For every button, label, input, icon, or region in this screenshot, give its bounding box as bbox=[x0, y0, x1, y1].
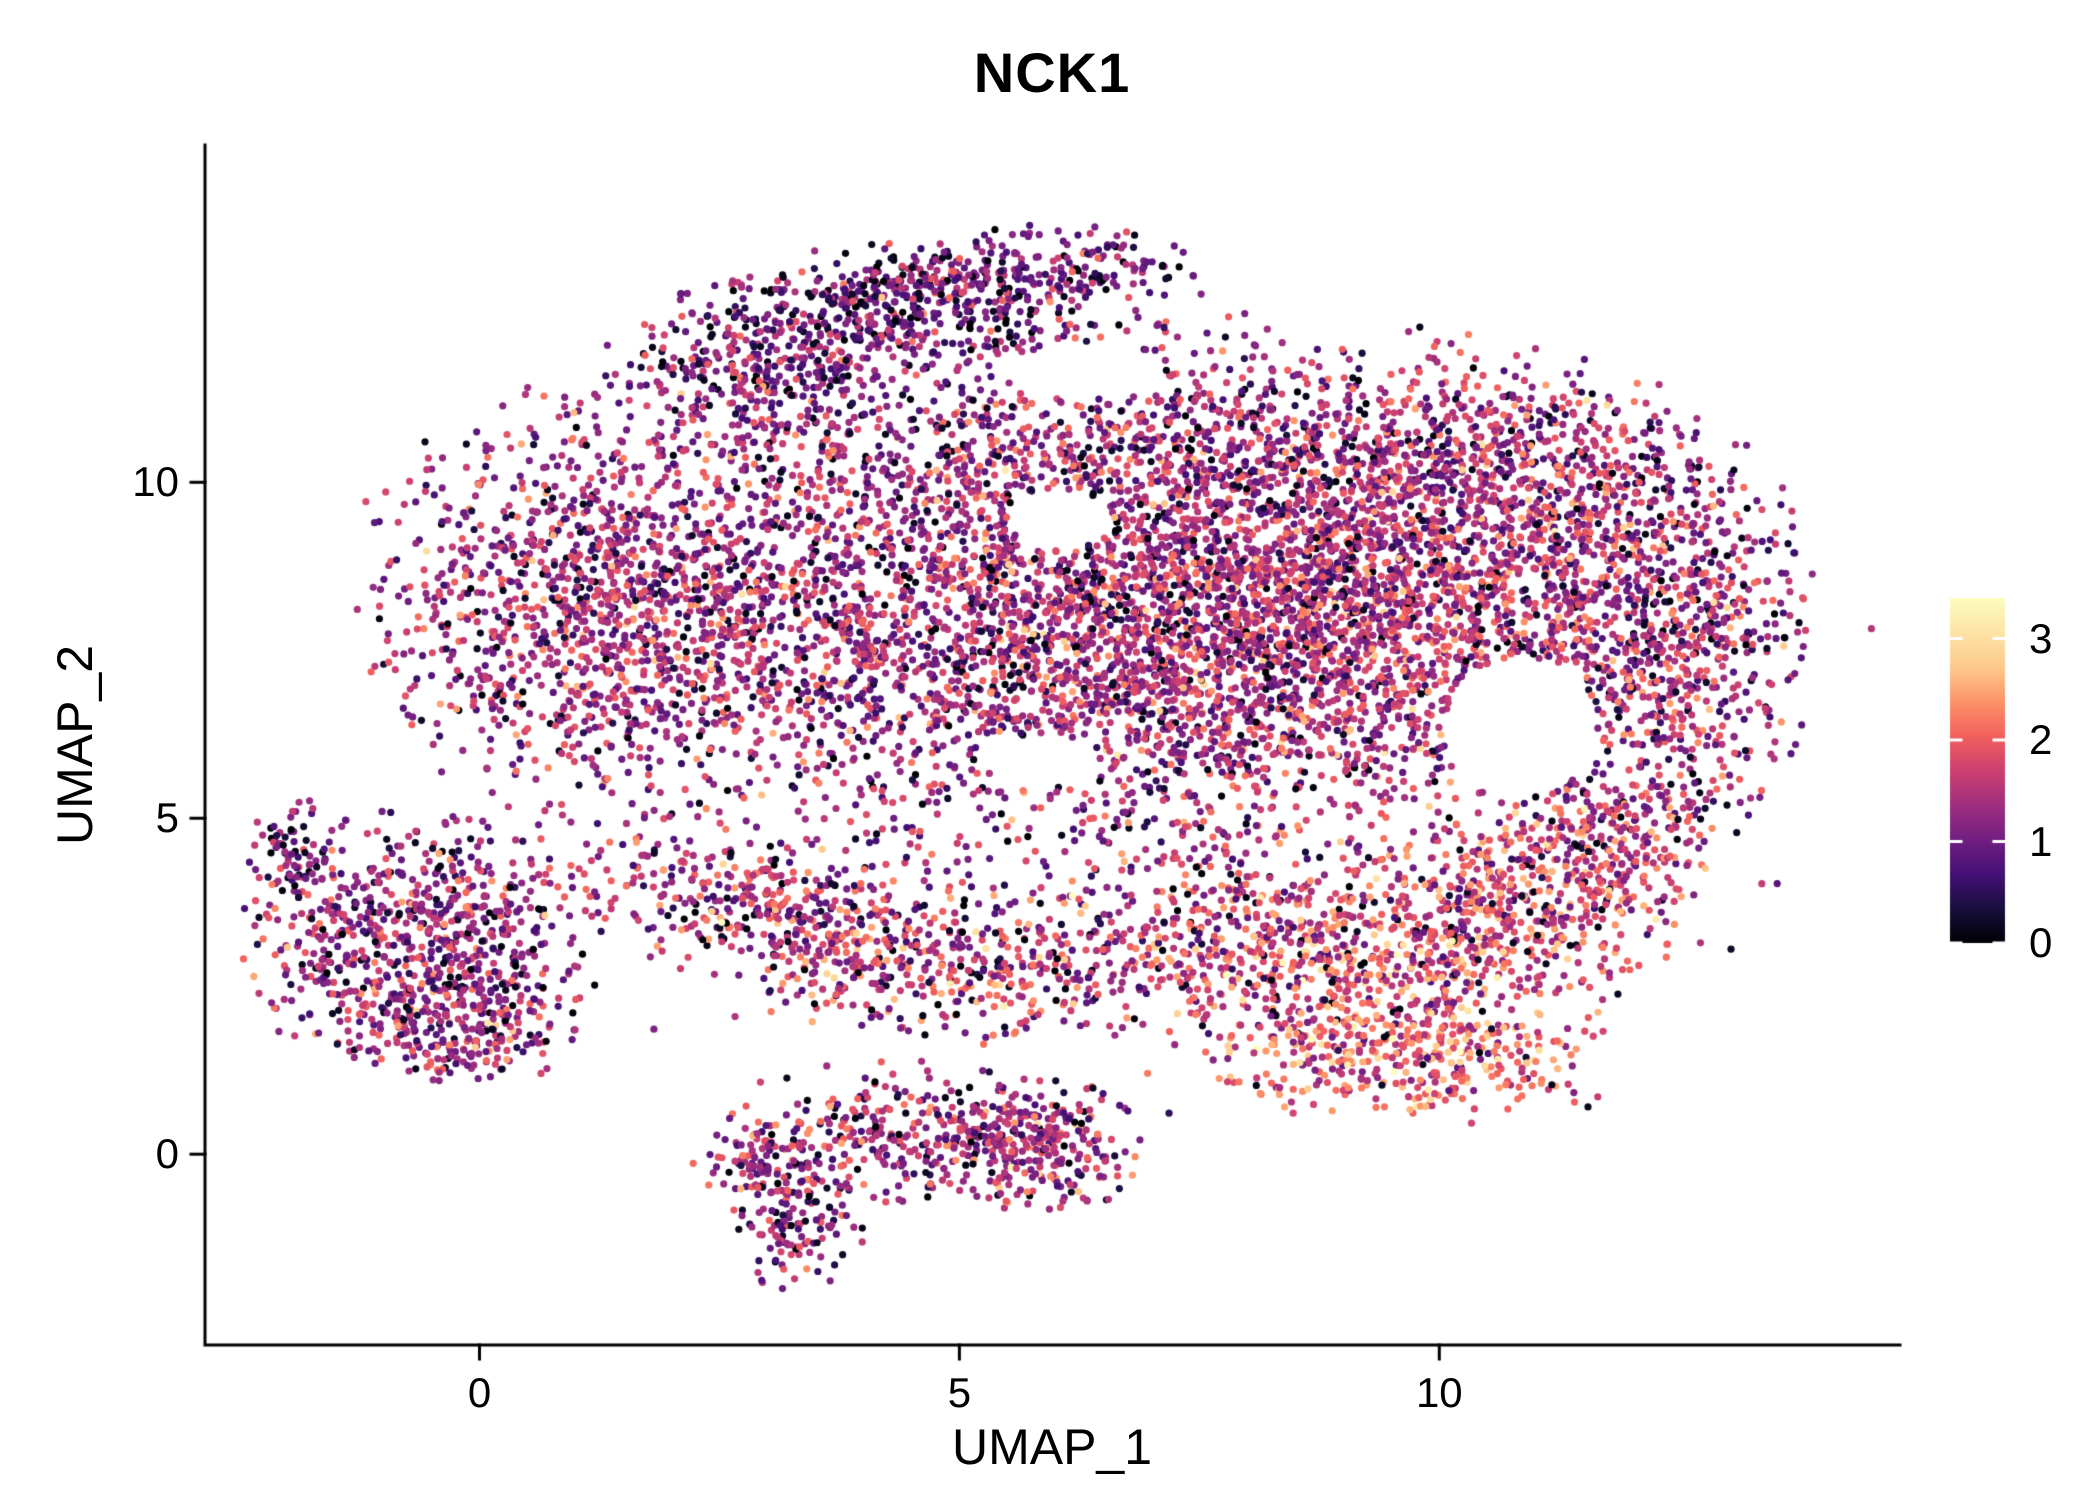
colorbar-tick-label: 3 bbox=[2029, 614, 2053, 662]
y-axis-tick-label: 10 bbox=[132, 458, 179, 506]
colorbar-tick-label: 1 bbox=[2029, 817, 2053, 865]
y-axis-tick-label: 5 bbox=[155, 794, 179, 842]
chart-title: NCK1 bbox=[973, 41, 1131, 104]
colorbar-tick-label: 0 bbox=[2029, 919, 2053, 966]
x-axis-tick-label: 5 bbox=[947, 1369, 972, 1416]
y-axis-label: UMAP_2 bbox=[47, 644, 103, 846]
x-axis-tick-label: 10 bbox=[1415, 1369, 1463, 1416]
y-axis-tick-label: 0 bbox=[155, 1130, 179, 1178]
x-axis-label: UMAP_1 bbox=[951, 1419, 1153, 1475]
colorbar-tick-label: 2 bbox=[2029, 716, 2053, 764]
x-axis-tick-label: 0 bbox=[467, 1369, 492, 1416]
